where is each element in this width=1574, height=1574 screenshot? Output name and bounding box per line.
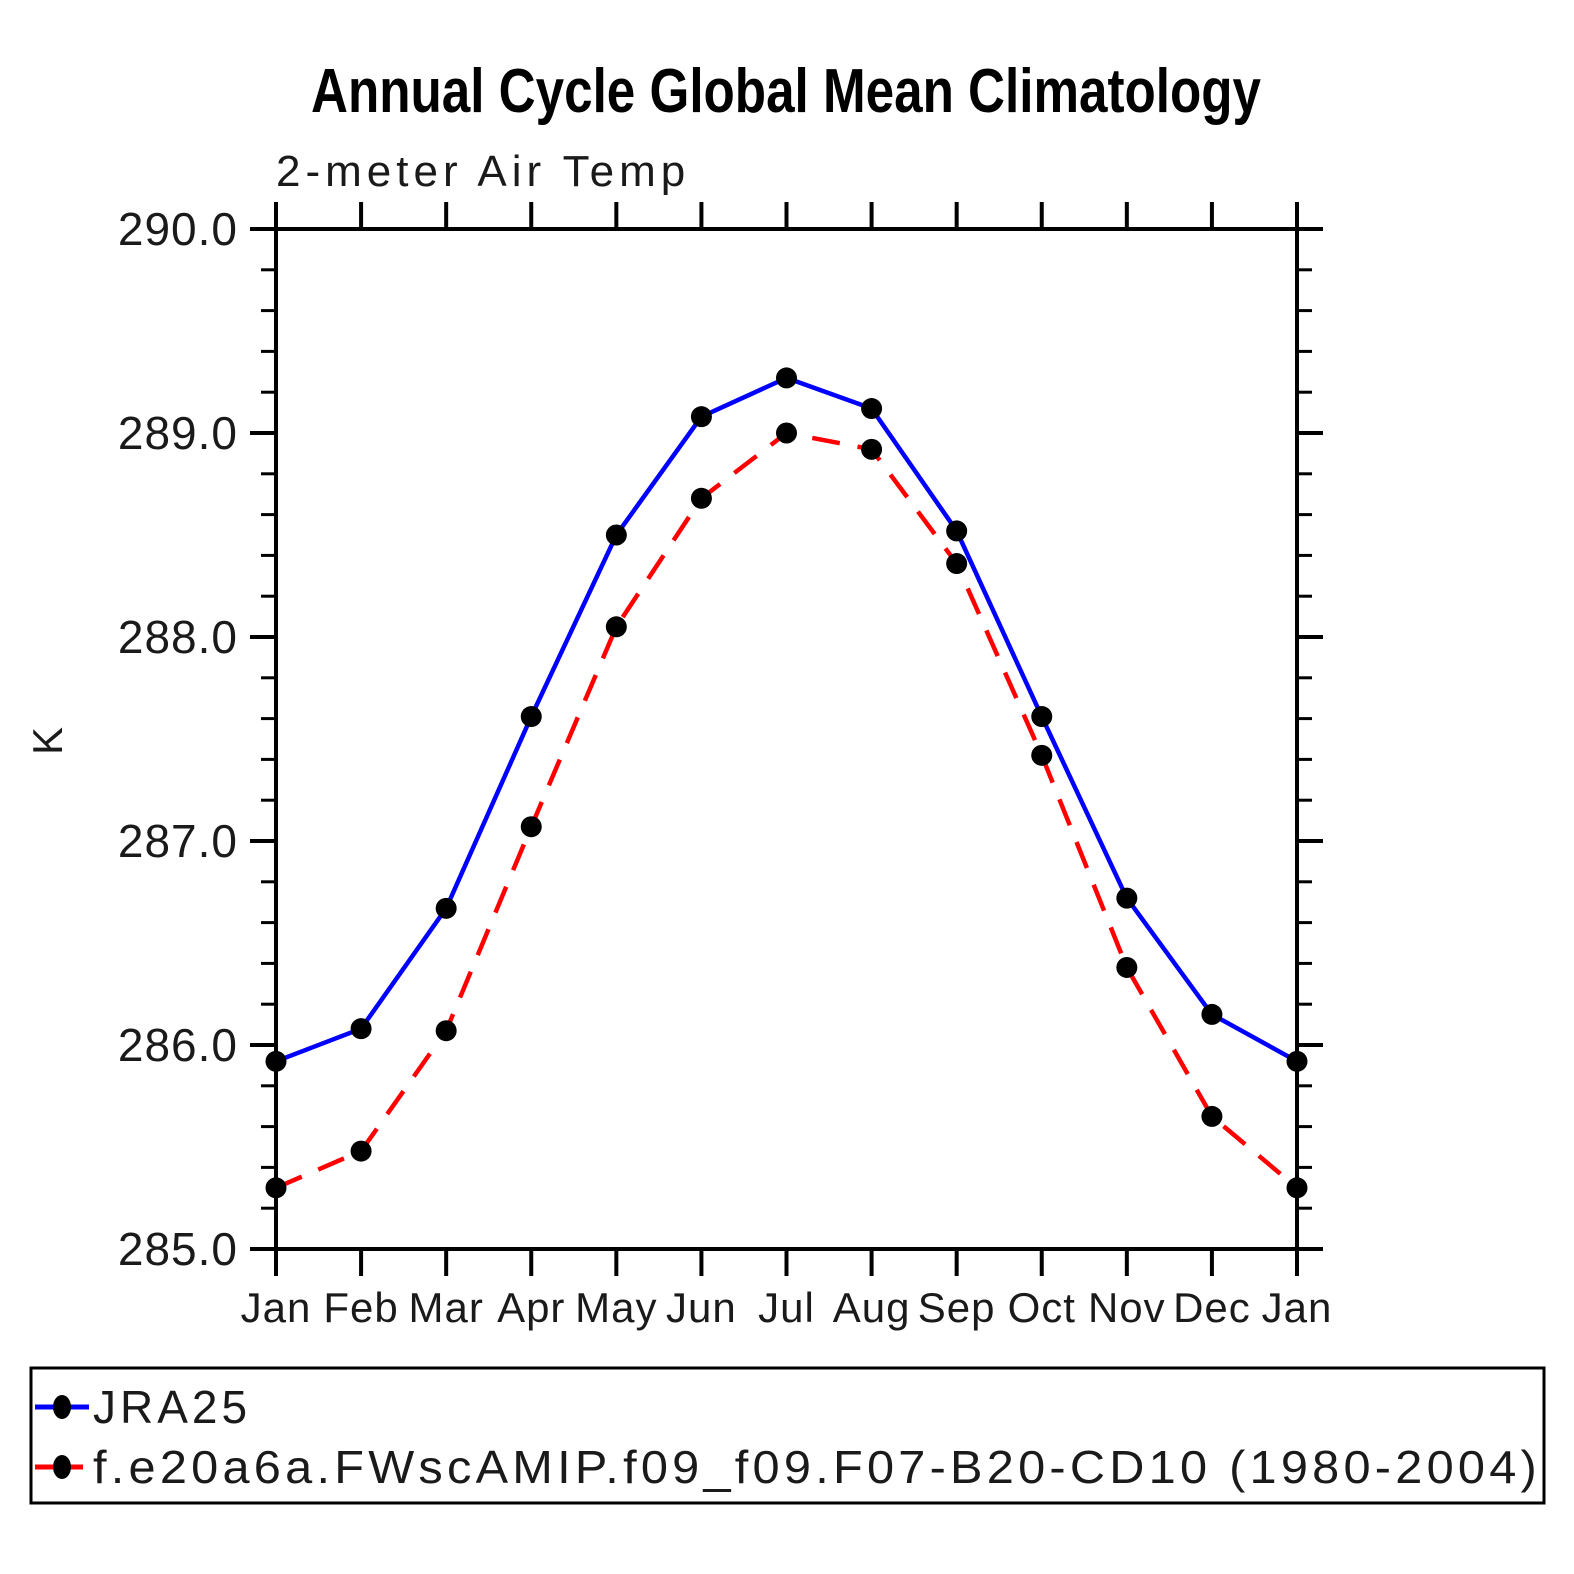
data-point	[435, 897, 457, 919]
data-point	[1031, 706, 1053, 728]
data-point	[690, 406, 712, 428]
y-tick-label: 289.0	[118, 407, 238, 459]
data-point	[350, 1140, 372, 1162]
data-point	[520, 816, 542, 838]
y-tick-label: 288.0	[118, 611, 238, 663]
x-tick-label: Oct	[1008, 1284, 1076, 1331]
data-point	[1201, 1105, 1223, 1127]
data-point	[520, 706, 542, 728]
data-point	[946, 520, 968, 542]
x-tick-label: Feb	[323, 1284, 398, 1331]
legend: JRA25 f.e20a6a.FWscAMIP.f09_f09.F07-B20-…	[29, 1366, 1546, 1505]
y-tick-label: 285.0	[118, 1223, 238, 1275]
y-tick-label: 286.0	[118, 1019, 238, 1071]
chart-subtitle: 2-meter Air Temp	[276, 147, 690, 196]
x-tick-label: Jan	[241, 1284, 312, 1331]
x-tick-label: Dec	[1173, 1284, 1251, 1331]
data-series	[265, 367, 1308, 1199]
legend-marker-jra25	[53, 1395, 71, 1419]
x-tick-label: Apr	[497, 1284, 565, 1331]
legend-label-model: f.e20a6a.FWscAMIP.f09_f09.F07-B20-CD10 (…	[93, 1441, 1541, 1493]
y-axis-unit-label: K	[24, 725, 71, 755]
data-point	[776, 367, 797, 389]
axes: Jan Feb Mar Apr May Jun Jul Aug Sep Oct Nov Dec Jan2…	[118, 202, 1333, 1331]
data-point	[435, 1020, 457, 1042]
data-point	[1116, 887, 1138, 909]
legend-marker-model	[53, 1455, 71, 1479]
data-point	[1116, 956, 1138, 978]
x-tick-label: Jul	[758, 1284, 815, 1331]
data-point	[605, 616, 627, 638]
x-tick-label: Jan	[1262, 1284, 1333, 1331]
x-tick-label: May	[575, 1284, 657, 1331]
legend-label-jra25: JRA25	[93, 1381, 251, 1433]
data-point	[1031, 744, 1053, 766]
data-point	[605, 524, 627, 546]
data-point	[1286, 1177, 1308, 1199]
data-point	[861, 438, 883, 460]
data-point	[946, 553, 968, 575]
legend-entry-jra25: JRA25	[35, 1381, 251, 1433]
data-point	[265, 1177, 287, 1199]
chart-title: Annual Cycle Global Mean Climatology	[311, 57, 1261, 126]
x-tick-label: Jun	[666, 1284, 737, 1331]
series-line-model	[275, 430, 1299, 1190]
series-line-jra25	[275, 375, 1299, 1064]
data-point	[776, 422, 797, 444]
legend-entry-model: f.e20a6a.FWscAMIP.f09_f09.F07-B20-CD10 (…	[35, 1441, 1541, 1493]
legend-box	[29, 1366, 1546, 1505]
data-point	[350, 1018, 372, 1040]
data-point	[861, 398, 883, 420]
x-tick-label: Mar	[408, 1284, 483, 1331]
x-tick-label: Sep	[918, 1284, 996, 1331]
data-point	[690, 487, 712, 509]
x-tick-label: Aug	[833, 1284, 911, 1331]
data-point	[1201, 1003, 1223, 1025]
data-point	[1286, 1050, 1308, 1072]
x-tick-label: Nov	[1088, 1284, 1166, 1331]
data-point	[265, 1050, 287, 1072]
y-tick-label: 287.0	[118, 815, 238, 867]
y-tick-label: 290.0	[118, 203, 238, 255]
